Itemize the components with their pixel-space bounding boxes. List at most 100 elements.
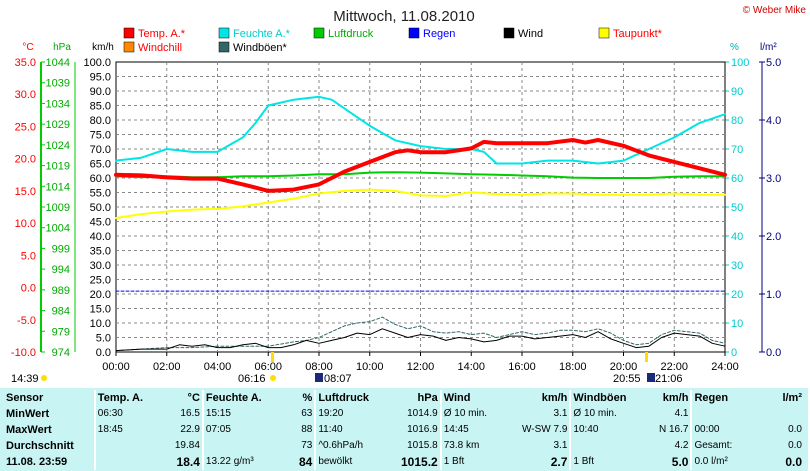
x-tick-label: 14:00 [457, 361, 485, 373]
stats-cell: km/h [662, 392, 689, 404]
axis-tick-label: 989 [52, 285, 70, 297]
stats-cell: 22.9 [180, 424, 200, 435]
axis-tick-label: 100.0 [83, 57, 111, 69]
axis-tick-label: 0.0 [766, 347, 781, 359]
stats-row: 11.08. 23:59 18.4 13.22 g/m³ 84 bewölkt 1015.… [4, 454, 804, 470]
x-tick-label: 10:00 [356, 361, 384, 373]
axis-tick-label: 1.0 [766, 289, 781, 301]
axis-tick-label: 90 [731, 86, 743, 98]
stats-cell [93, 438, 149, 454]
stats-cell: 11:40 [314, 422, 376, 438]
sunrise-sun-icon [270, 375, 276, 381]
axis-tick-label: 15.0 [90, 304, 111, 316]
axis-tick-label: 999 [52, 243, 70, 255]
stats-cell: 0.0 [788, 424, 802, 435]
axis-unit-label: l/m² [760, 42, 777, 53]
axis-tick-label: 1024 [46, 140, 70, 152]
stats-row: MaxWert 18:45 22.9 07:05 88 11:40 1016.9 14:45 W… [4, 422, 804, 438]
sun-moon-markers: 14:39 06:16 08:07 20:55 21:06 [11, 352, 683, 385]
axis-unit-label: km/h [92, 42, 114, 53]
axis-tick-label: 5.0 [766, 57, 781, 69]
axis-tick-label: -10.0 [11, 347, 36, 359]
axis-tick-label: 30 [731, 260, 743, 272]
axis-tick-label: 55.0 [90, 188, 111, 200]
stats-cell: 1016.9 [407, 424, 438, 435]
legend-swatch [598, 27, 610, 39]
stats-cell: Wind [439, 390, 504, 406]
series-line-tempa [114, 138, 727, 193]
stats-row-label: 11.08. 23:59 [6, 456, 68, 468]
stats-cell: 1015.8 [407, 440, 438, 451]
stats-cell: 73.8 km [439, 438, 504, 454]
stats-row-label: Durchschnitt [6, 440, 74, 452]
axis-tick-label: 10 [731, 318, 743, 330]
stats-cell: l/m² [782, 392, 802, 404]
sunset-marker [645, 352, 648, 362]
stats-row-label: MaxWert [6, 424, 52, 436]
axis-tick-label: 40.0 [90, 231, 111, 243]
stats-cell: % [302, 392, 313, 404]
stats-cell: 14:45 [439, 422, 504, 438]
axis-tick-label: 994 [52, 264, 70, 276]
stats-cell: 3.1 [553, 408, 568, 419]
legend-swatch [123, 41, 135, 53]
stats-cell [569, 438, 634, 454]
axis-tick-label: 30.0 [15, 89, 36, 101]
axis-tick-label: 5.0 [21, 250, 36, 262]
axis-tick-label: 95.0 [90, 72, 111, 84]
axis-tick-label: 35.0 [90, 246, 111, 258]
axis-tick-label: 35.0 [15, 57, 36, 69]
axis-tick-label: 10.0 [15, 218, 36, 230]
axis-unit-label: % [730, 42, 739, 53]
axis-tick-label: 1044 [46, 57, 70, 69]
axis-tick-label: 70 [731, 144, 743, 156]
legend-label: Wind [518, 28, 543, 40]
x-tick-label: 24:00 [711, 361, 739, 373]
moonset-label: 21:06 [655, 373, 683, 385]
stats-cell: Ø 10 min. [569, 406, 634, 422]
moonrise-label: 08:07 [324, 373, 352, 385]
axis-tick-label: 20.0 [15, 154, 36, 166]
stats-cell: Ø 10 min. [439, 406, 504, 422]
stats-cell: Luftdruck [314, 390, 376, 406]
statistics-table: Sensor Temp. A. °C Feuchte A.% Luftdruck hPa W… [4, 390, 804, 470]
legend-swatch [503, 27, 515, 39]
axis-tick-label: 1019 [46, 161, 70, 173]
weather-chart: Mittwoch, 11.08.2010 © Weber Mike Temp. … [10, 5, 807, 385]
legend-swatch [123, 27, 135, 39]
axis-tick-label: 974 [52, 347, 70, 359]
stats-cell: 84 [298, 455, 313, 469]
axis-tick-label: 0.0 [21, 283, 36, 295]
sunrise-left-label: 14:39 [11, 373, 39, 385]
stats-row: MinWert 06:30 16.5 15:15 63 19:20 1014.9 Ø 10 m… [4, 406, 804, 422]
stats-row: Durchschnitt 19.84 73 ^0.6hPa/h 1015.8 73.8 k… [4, 438, 804, 454]
x-tick-label: 16:00 [508, 361, 536, 373]
axis-tick-label: 60.0 [90, 173, 111, 185]
series-line-windben [115, 316, 726, 352]
axis-tick-label: 4.0 [766, 115, 781, 127]
axis-tick-label: 30.0 [90, 260, 111, 272]
stats-cell: 15:15 [201, 406, 281, 422]
series-line-feuchtea [115, 95, 726, 165]
stats-cell: 10:40 [569, 422, 634, 438]
stats-cell: 0.0 l/m² [690, 454, 757, 470]
axis-tick-label: 90.0 [90, 86, 111, 98]
moonrise-icon [315, 373, 323, 382]
legend-label: Windchill [138, 42, 182, 54]
axis-tick-label: 1004 [46, 223, 70, 235]
legend-label: Windböen* [233, 42, 288, 54]
x-tick-label: 02:00 [153, 361, 181, 373]
axis-tick-label: 10.0 [90, 318, 111, 330]
stats-cell: 73 [301, 440, 313, 451]
stats-cell: 1 Bft [569, 454, 634, 470]
x-tick-label: 20:00 [610, 361, 638, 373]
axis-tick-label: 85.0 [90, 101, 111, 113]
right-axes: % l/m²10090807060504030201005.04.03.02.01… [725, 42, 781, 359]
stats-cell: 2.7 [550, 455, 568, 469]
legend-label: Temp. A.* [138, 28, 186, 40]
axis-tick-label: 20 [731, 289, 743, 301]
stats-row-label: Sensor [6, 392, 44, 404]
stats-cell: 1014.9 [407, 408, 438, 419]
copyright: © Weber Mike [743, 5, 807, 16]
axis-tick-label: 5.0 [96, 333, 111, 345]
